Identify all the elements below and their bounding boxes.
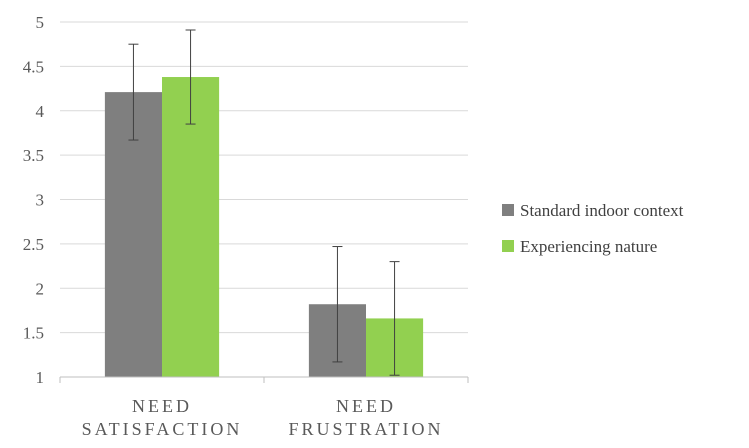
- legend-swatch: [502, 204, 514, 216]
- y-tick-label: 1: [36, 368, 45, 387]
- bar: [162, 77, 220, 378]
- bars: [104, 77, 424, 378]
- x-tick-label: NEED FRUSTRATION: [288, 396, 443, 439]
- x-tick-label: NEED SATISFACTION: [82, 396, 243, 439]
- error-bars: [128, 29, 400, 376]
- y-tick-label: 1.5: [23, 324, 44, 343]
- legend-label: Experiencing nature: [520, 237, 657, 256]
- y-tick-label: 4.5: [23, 57, 44, 76]
- y-tick-label: 4: [36, 102, 45, 121]
- y-tick-label: 3.5: [23, 146, 44, 165]
- y-tick-label: 2: [36, 279, 45, 298]
- legend-swatch: [502, 240, 514, 252]
- legend: Standard indoor context Experiencing natu…: [502, 201, 684, 256]
- y-tick-label: 3: [36, 191, 45, 210]
- axes: 1 1.5 2 2.5 3 3.5 4 4.5 5 NEED SATISFACTION NEED FRU…: [23, 13, 469, 439]
- y-tick-label: 2.5: [23, 235, 44, 254]
- legend-label: Standard indoor context: [520, 201, 684, 220]
- y-tick-label: 5: [36, 13, 45, 32]
